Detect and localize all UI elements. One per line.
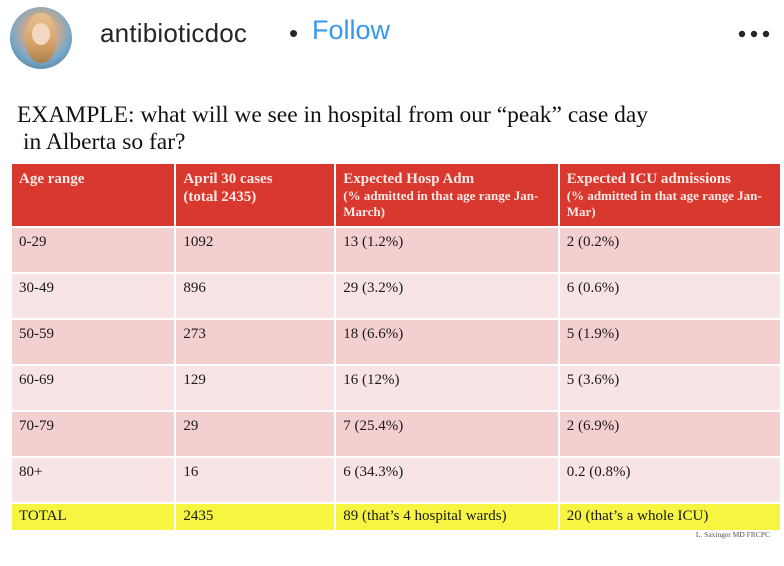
- cell-cases: 129: [174, 364, 337, 412]
- cell-hosp: 29 (3.2%): [334, 272, 560, 320]
- cell-hosp: 6 (34.3%): [334, 456, 560, 504]
- header-cases: April 30 cases (total 2435): [174, 162, 337, 228]
- table-row: 60-69 129 16 (12%) 5 (3.6%): [9, 364, 783, 412]
- more-horizontal-icon[interactable]: [736, 28, 772, 40]
- cell-icu: 5 (1.9%): [557, 318, 783, 366]
- hospitalization-table: Age range April 30 cases (total 2435) Ex…: [9, 162, 783, 532]
- cell-total-hosp: 89 (that’s 4 hospital wards): [334, 502, 560, 532]
- cell-cases: 16: [174, 456, 337, 504]
- cell-hosp: 7 (25.4%): [334, 410, 560, 458]
- cell-icu: 0.2 (0.8%): [557, 456, 783, 504]
- table-total-row: TOTAL 2435 89 (that’s 4 hospital wards) …: [9, 502, 783, 532]
- cell-age: 60-69: [9, 364, 177, 412]
- profile-avatar[interactable]: [10, 7, 72, 69]
- cell-age: 30-49: [9, 272, 177, 320]
- follow-button[interactable]: Follow: [312, 15, 391, 45]
- cell-age: 0-29: [9, 226, 177, 274]
- cell-total-label: TOTAL: [9, 502, 177, 532]
- author-credit: L. Saxinger MD FRCPC: [695, 530, 770, 539]
- header-age-range: Age range: [9, 162, 177, 228]
- separator-dot: •: [289, 18, 299, 48]
- header-icu-adm: Expected ICU admissions (% admitted in t…: [557, 162, 783, 228]
- cell-cases: 29: [174, 410, 337, 458]
- cell-total-icu: 20 (that’s a whole ICU): [557, 502, 783, 532]
- post-header: antibioticdoc • Follow: [0, 0, 784, 74]
- slide-title: EXAMPLE: what will we see in hospital fr…: [17, 102, 757, 156]
- cell-age: 70-79: [9, 410, 177, 458]
- table-row: 80+ 16 6 (34.3%) 0.2 (0.8%): [9, 456, 783, 504]
- cell-cases: 1092: [174, 226, 337, 274]
- cell-cases: 273: [174, 318, 337, 366]
- cell-hosp: 18 (6.6%): [334, 318, 560, 366]
- cell-cases: 896: [174, 272, 337, 320]
- table-row: 70-79 29 7 (25.4%) 2 (6.9%): [9, 410, 783, 458]
- slide-title-line1: EXAMPLE: what will we see in hospital fr…: [17, 102, 649, 128]
- cell-icu: 5 (3.6%): [557, 364, 783, 412]
- cell-icu: 2 (6.9%): [557, 410, 783, 458]
- table-row: 50-59 273 18 (6.6%) 5 (1.9%): [9, 318, 783, 366]
- cell-total-cases: 2435: [174, 502, 337, 532]
- cell-icu: 6 (0.6%): [557, 272, 783, 320]
- cell-hosp: 13 (1.2%): [334, 226, 560, 274]
- header-hosp-adm: Expected Hosp Adm (% admitted in that ag…: [334, 162, 560, 228]
- cell-age: 80+: [9, 456, 177, 504]
- username-link[interactable]: antibioticdoc: [100, 18, 248, 48]
- cell-icu: 2 (0.2%): [557, 226, 783, 274]
- table-row: 30-49 896 29 (3.2%) 6 (0.6%): [9, 272, 783, 320]
- table-header-row: Age range April 30 cases (total 2435) Ex…: [9, 162, 783, 228]
- table-row: 0-29 1092 13 (1.2%) 2 (0.2%): [9, 226, 783, 274]
- cell-hosp: 16 (12%): [334, 364, 560, 412]
- post-image: EXAMPLE: what will we see in hospital fr…: [9, 92, 783, 548]
- cell-age: 50-59: [9, 318, 177, 366]
- slide-title-line2: in Alberta so far?: [23, 129, 186, 155]
